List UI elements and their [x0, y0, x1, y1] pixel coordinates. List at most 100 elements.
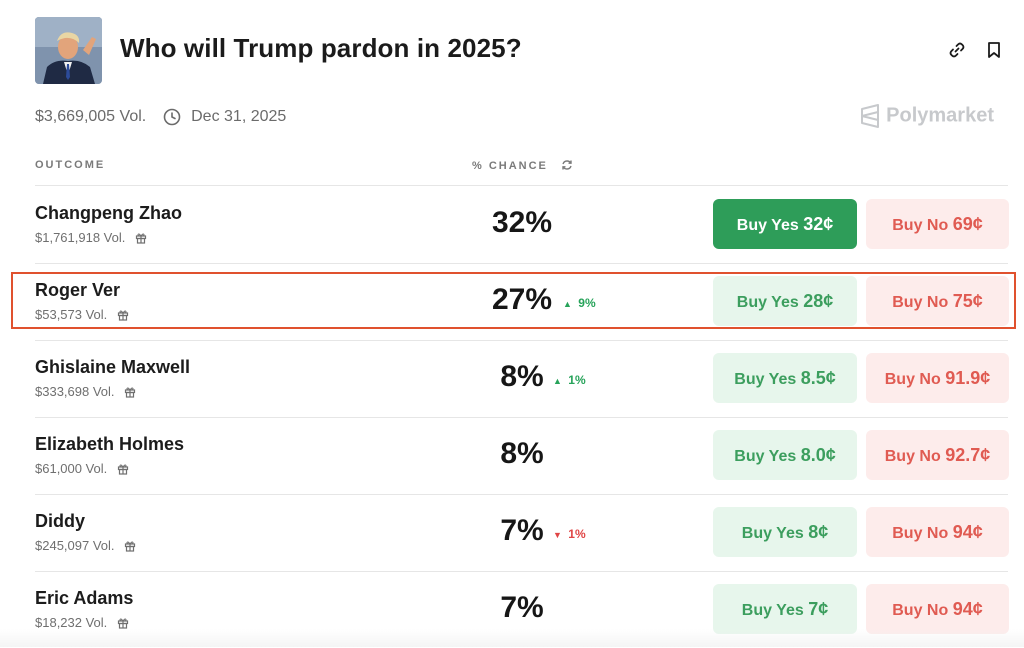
outcome-row[interactable]: Changpeng Zhao $1,761,918 Vol. 32% Buy Y… [0, 187, 1024, 263]
buy-yes-price: 32¢ [803, 214, 834, 234]
outcome-name[interactable]: Ghislaine Maxwell [35, 357, 191, 377]
triangle-up-icon: ▲ [553, 376, 562, 386]
outcome-volume-text: $1,761,918 Vol. [35, 230, 126, 245]
buy-yes-price: 8.5¢ [800, 368, 836, 388]
buy-yes-price: 8¢ [808, 522, 829, 542]
chance-delta: ▼ 1% [553, 527, 586, 541]
buy-no-label: Buy No [892, 525, 949, 542]
outcome-row[interactable]: Diddy $245,097 Vol. 7% ▼ 1% Buy Yes 8¢ B… [0, 495, 1024, 571]
gift-icon[interactable] [124, 386, 136, 398]
buy-no-button[interactable]: Buy No 94¢ [866, 584, 1009, 634]
outcome-name[interactable]: Changpeng Zhao [35, 203, 182, 223]
delta-value: 1% [568, 527, 586, 541]
outcome-row[interactable]: Eric Adams $18,232 Vol. 7% Buy Yes 7¢ Bu… [0, 572, 1024, 648]
buy-no-button[interactable]: Buy No 92.7¢ [866, 430, 1009, 480]
buy-yes-label: Buy Yes [736, 294, 799, 311]
outcome-chance: 7% [500, 514, 544, 547]
market-end-date: Dec 31, 2025 [191, 108, 287, 125]
buy-no-label: Buy No [884, 448, 941, 465]
buy-no-button[interactable]: Buy No 91.9¢ [866, 353, 1009, 403]
outcome-volume: $1,761,918 Vol. [35, 230, 147, 245]
outcome-row[interactable]: Ghislaine Maxwell $333,698 Vol. 8% ▲ 1% … [0, 341, 1024, 417]
outcome-chance: 8% [500, 437, 544, 470]
buy-no-price: 94¢ [952, 522, 983, 542]
outcome-name[interactable]: Eric Adams [35, 588, 134, 608]
market-volume: $3,669,005 Vol. [35, 108, 147, 125]
divider [35, 340, 1008, 341]
buy-yes-price: 8.0¢ [800, 445, 836, 465]
buy-no-button[interactable]: Buy No 75¢ [866, 276, 1009, 326]
outcome-name[interactable]: Elizabeth Holmes [35, 434, 185, 454]
outcome-chance: 8% [500, 360, 544, 393]
triangle-up-icon: ▲ [563, 299, 572, 309]
outcome-name[interactable]: Diddy [35, 511, 86, 531]
divider [35, 185, 1008, 186]
buy-yes-button[interactable]: Buy Yes 28¢ [713, 276, 857, 326]
outcome-chance: 27% [491, 283, 553, 316]
buy-no-label: Buy No [892, 602, 949, 619]
outcome-volume: $245,097 Vol. [35, 538, 136, 553]
buy-yes-button[interactable]: Buy Yes 8.5¢ [713, 353, 857, 403]
refresh-icon[interactable] [561, 159, 573, 171]
outcome-volume: $18,232 Vol. [35, 615, 129, 630]
outcome-volume: $61,000 Vol. [35, 461, 129, 476]
outcome-volume-text: $18,232 Vol. [35, 615, 108, 630]
divider [35, 571, 1008, 572]
market-thumbnail[interactable] [35, 17, 102, 84]
buy-no-label: Buy No [892, 294, 949, 311]
buy-yes-button[interactable]: Buy Yes 8.0¢ [713, 430, 857, 480]
buy-yes-label: Buy Yes [741, 602, 804, 619]
divider [35, 494, 1008, 495]
divider [35, 417, 1008, 418]
buy-no-price: 69¢ [952, 214, 983, 234]
buy-no-button[interactable]: Buy No 69¢ [866, 199, 1009, 249]
outcome-volume-text: $53,573 Vol. [35, 307, 108, 322]
bookmark-icon[interactable] [984, 40, 1004, 60]
gift-icon[interactable] [135, 232, 147, 244]
portrait-image [35, 17, 102, 84]
buy-no-price: 75¢ [952, 291, 983, 311]
buy-yes-label: Buy Yes [734, 448, 797, 465]
buy-yes-label: Buy Yes [736, 217, 799, 234]
delta-value: 1% [568, 373, 586, 387]
buy-yes-button[interactable]: Buy Yes 7¢ [713, 584, 857, 634]
market-header: Who will Trump pardon in 2025? [35, 17, 1004, 85]
gift-icon[interactable] [117, 617, 129, 629]
chance-delta: ▲ 1% [553, 373, 586, 387]
buy-no-label: Buy No [892, 217, 949, 234]
outcome-volume-text: $61,000 Vol. [35, 461, 108, 476]
outcome-chance: 32% [491, 206, 553, 239]
link-icon[interactable] [947, 40, 967, 60]
outcome-volume: $53,573 Vol. [35, 307, 129, 322]
delta-value: 9% [578, 296, 596, 310]
chance-header-label: % CHANCE [472, 160, 548, 172]
outcome-row[interactable]: Elizabeth Holmes $61,000 Vol. 8% Buy Yes… [0, 418, 1024, 494]
buy-yes-button[interactable]: Buy Yes 8¢ [713, 507, 857, 557]
triangle-down-icon: ▼ [553, 530, 562, 540]
brand-logo[interactable]: Polymarket [859, 104, 994, 132]
buy-no-button[interactable]: Buy No 94¢ [866, 507, 1009, 557]
outcome-volume-text: $333,698 Vol. [35, 384, 115, 399]
outcome-volume: $333,698 Vol. [35, 384, 136, 399]
brand-name: Polymarket [886, 104, 994, 127]
buy-yes-label: Buy Yes [741, 525, 804, 542]
buy-no-price: 94¢ [952, 599, 983, 619]
buy-no-price: 92.7¢ [945, 445, 991, 465]
polymarket-logo-icon [860, 104, 879, 128]
outcome-name[interactable]: Roger Ver [35, 280, 121, 300]
outcome-chance: 7% [500, 591, 544, 624]
gift-icon[interactable] [124, 540, 136, 552]
gift-icon[interactable] [117, 309, 129, 321]
buy-yes-price: 7¢ [808, 599, 829, 619]
chance-delta: ▲ 9% [563, 296, 596, 310]
market-meta: $3,669,005 Vol. Dec 31, 2025 [35, 108, 286, 130]
buy-yes-button[interactable]: Buy Yes 32¢ [713, 199, 857, 249]
bottom-fade [0, 629, 1024, 647]
outcome-column-header: OUTCOME [35, 159, 106, 171]
gift-icon[interactable] [117, 463, 129, 475]
buy-no-price: 91.9¢ [945, 368, 991, 388]
chance-column-header[interactable]: % CHANCE [472, 159, 573, 172]
buy-yes-label: Buy Yes [734, 371, 797, 388]
market-title: Who will Trump pardon in 2025? [120, 33, 522, 63]
outcome-row[interactable]: Roger Ver $53,573 Vol. 27% ▲ 9% Buy Yes … [0, 264, 1024, 340]
